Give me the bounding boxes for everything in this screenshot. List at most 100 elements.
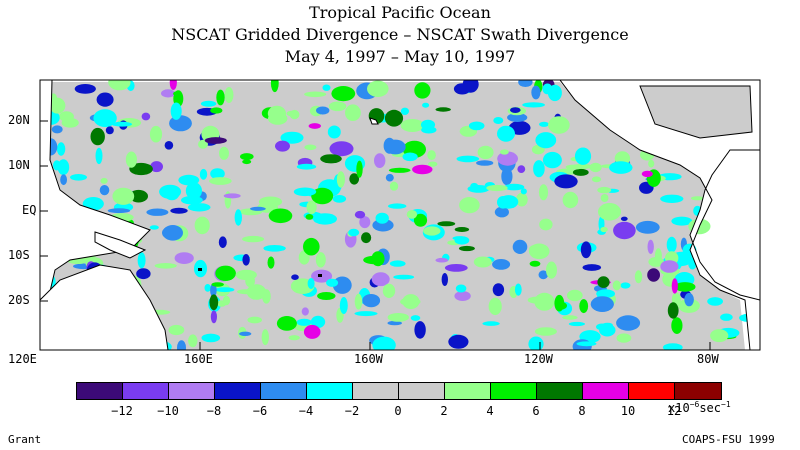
divergence-blob xyxy=(332,195,347,203)
divergence-blob xyxy=(327,125,341,139)
colorbar-label: 2 xyxy=(440,404,448,418)
divergence-blob xyxy=(393,274,415,280)
divergence-blob xyxy=(199,168,208,180)
divergence-blob xyxy=(528,243,550,260)
divergence-blob xyxy=(216,89,225,106)
divergence-blob xyxy=(666,236,677,253)
divergence-blob xyxy=(288,335,300,341)
divergence-blob xyxy=(315,252,326,268)
divergence-blob xyxy=(528,336,544,350)
divergence-blob xyxy=(372,336,396,350)
divergence-blob xyxy=(616,315,641,331)
colorbar-segment xyxy=(491,383,537,399)
divergence-blob xyxy=(492,259,511,270)
colorbar-label: −10 xyxy=(157,404,179,418)
credit-label: COAPS-FSU 1999 xyxy=(682,433,775,446)
colorbar-segment xyxy=(675,383,721,399)
divergence-blob xyxy=(154,263,177,269)
divergence-blob xyxy=(566,289,583,302)
australia-land xyxy=(40,264,169,350)
divergence-blob xyxy=(612,280,621,291)
gulf-of-mexico xyxy=(639,85,753,139)
colorbar-segment xyxy=(629,383,675,399)
divergence-blob xyxy=(518,80,533,87)
colorbar-segment xyxy=(261,383,307,399)
divergence-blob xyxy=(667,302,679,319)
divergence-blob xyxy=(493,117,504,124)
divergence-blob xyxy=(389,181,399,191)
island-dot xyxy=(198,268,202,271)
divergence-blob xyxy=(458,245,475,252)
divergence-blob xyxy=(400,119,425,132)
divergence-blob xyxy=(185,182,202,200)
divergence-blob xyxy=(146,208,169,216)
divergence-blob xyxy=(468,121,485,131)
divergence-blob xyxy=(548,116,570,134)
divergence-blob xyxy=(307,278,315,289)
colorbar-segment xyxy=(537,383,583,399)
divergence-field xyxy=(40,80,760,350)
divergence-blob xyxy=(247,316,262,324)
divergence-blob xyxy=(258,196,283,207)
divergence-blob xyxy=(660,260,679,273)
divergence-blob xyxy=(456,155,480,163)
divergence-blob xyxy=(448,334,469,349)
divergence-blob xyxy=(467,185,490,193)
divergence-blob xyxy=(198,139,208,149)
divergence-blob xyxy=(367,80,389,98)
divergence-blob xyxy=(554,174,578,189)
divergence-blob xyxy=(301,307,309,316)
divergence-blob xyxy=(435,107,451,112)
colorbar-segment xyxy=(399,383,445,399)
divergence-blob xyxy=(565,164,584,170)
divergence-blob xyxy=(111,121,132,127)
divergence-blob xyxy=(187,203,211,212)
divergence-blob xyxy=(129,162,153,176)
divergence-blob xyxy=(534,327,557,336)
divergence-blob xyxy=(150,161,164,173)
divergence-blob xyxy=(223,193,241,199)
divergence-blob xyxy=(161,89,176,98)
divergence-blob xyxy=(582,264,602,271)
divergence-blob xyxy=(720,313,733,321)
colorbar xyxy=(76,382,722,400)
hawaii-islands xyxy=(369,117,379,125)
colorbar-label: −6 xyxy=(252,404,268,418)
divergence-blob xyxy=(486,184,508,192)
colorbar-label: −2 xyxy=(344,404,360,418)
divergence-blob xyxy=(454,227,470,232)
divergence-blob xyxy=(452,236,467,241)
divergence-blob xyxy=(169,80,177,90)
divergence-blob xyxy=(234,209,242,226)
divergence-blob xyxy=(339,297,348,314)
divergence-blob xyxy=(194,216,210,235)
colorbar-label: 8 xyxy=(578,404,586,418)
divergence-blob xyxy=(107,208,131,214)
colorbar-segment xyxy=(307,383,353,399)
divergence-blob xyxy=(384,109,404,127)
colorbar-label: 6 xyxy=(532,404,540,418)
divergence-blob xyxy=(242,235,265,243)
divergence-blob xyxy=(520,188,527,195)
divergence-blob xyxy=(414,321,426,339)
divergence-blob xyxy=(317,292,336,300)
land-outlines xyxy=(40,80,760,350)
divergence-blob xyxy=(210,168,225,180)
divergence-blob xyxy=(492,283,505,297)
divergence-blob xyxy=(263,245,286,252)
divergence-blob xyxy=(455,284,467,293)
divergence-blob xyxy=(164,141,174,150)
divergence-blob xyxy=(529,260,541,267)
divergence-blob xyxy=(57,159,70,176)
divergence-blob xyxy=(462,80,479,93)
divergence-blob xyxy=(613,221,636,240)
divergence-blob xyxy=(635,220,660,234)
divergence-blob xyxy=(159,184,182,199)
divergence-blob xyxy=(242,253,250,266)
divergence-blob xyxy=(261,329,269,346)
divergence-blob xyxy=(209,294,219,311)
divergence-blob xyxy=(99,185,110,196)
divergence-blob xyxy=(56,142,66,156)
divergence-blob xyxy=(210,107,223,114)
divergence-blob xyxy=(476,160,494,166)
